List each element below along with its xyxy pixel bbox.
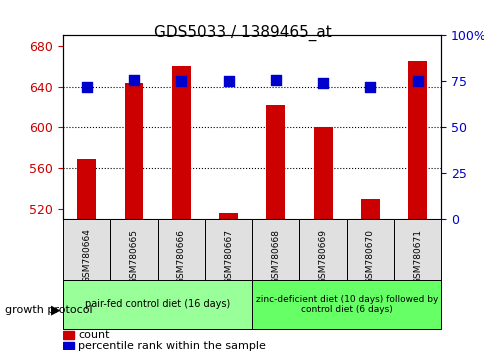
- Text: GSM780665: GSM780665: [129, 229, 138, 284]
- FancyBboxPatch shape: [110, 219, 157, 280]
- FancyBboxPatch shape: [252, 219, 299, 280]
- Text: GSM780668: GSM780668: [271, 229, 280, 284]
- Text: GSM780669: GSM780669: [318, 229, 327, 284]
- Bar: [408, 61, 426, 354]
- Bar: [219, 213, 238, 354]
- Text: growth protocol: growth protocol: [5, 305, 92, 315]
- Bar: [63, 342, 74, 349]
- Text: GSM780667: GSM780667: [224, 229, 233, 284]
- Bar: [313, 127, 332, 354]
- FancyBboxPatch shape: [393, 219, 440, 280]
- Point: [318, 80, 326, 86]
- Text: GSM780664: GSM780664: [82, 229, 91, 284]
- Point: [130, 77, 137, 82]
- Bar: [77, 159, 96, 354]
- FancyBboxPatch shape: [346, 219, 393, 280]
- FancyBboxPatch shape: [252, 280, 440, 329]
- FancyBboxPatch shape: [63, 280, 252, 329]
- Bar: [63, 331, 74, 339]
- Point: [413, 79, 421, 84]
- FancyBboxPatch shape: [204, 219, 252, 280]
- FancyBboxPatch shape: [63, 219, 110, 280]
- FancyBboxPatch shape: [299, 219, 346, 280]
- Bar: [171, 66, 190, 354]
- Bar: [266, 105, 285, 354]
- Text: GSM780670: GSM780670: [365, 229, 374, 284]
- Point: [177, 79, 185, 84]
- Point: [272, 77, 279, 82]
- Text: GSM780666: GSM780666: [176, 229, 185, 284]
- Text: GSM780671: GSM780671: [412, 229, 422, 284]
- Text: GDS5033 / 1389465_at: GDS5033 / 1389465_at: [153, 25, 331, 41]
- Text: count: count: [78, 330, 109, 340]
- Text: zinc-deficient diet (10 days) followed by
control diet (6 days): zinc-deficient diet (10 days) followed b…: [255, 295, 437, 314]
- Text: percentile rank within the sample: percentile rank within the sample: [78, 341, 266, 351]
- Text: ▶: ▶: [51, 303, 60, 316]
- Bar: [360, 199, 379, 354]
- Point: [83, 84, 91, 90]
- Text: pair-fed control diet (16 days): pair-fed control diet (16 days): [85, 299, 230, 309]
- Point: [366, 84, 374, 90]
- FancyBboxPatch shape: [157, 219, 204, 280]
- Point: [224, 79, 232, 84]
- Bar: [124, 84, 143, 354]
